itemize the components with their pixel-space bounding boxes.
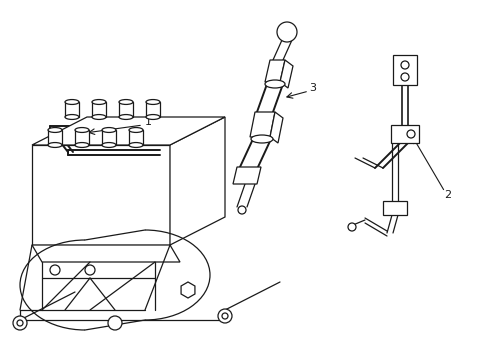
Ellipse shape — [102, 127, 116, 132]
Ellipse shape — [75, 143, 89, 148]
Circle shape — [276, 22, 296, 42]
Ellipse shape — [119, 114, 133, 120]
Polygon shape — [392, 55, 416, 85]
Ellipse shape — [119, 100, 133, 104]
Ellipse shape — [92, 114, 106, 120]
Polygon shape — [119, 102, 133, 117]
Circle shape — [85, 265, 95, 275]
Ellipse shape — [92, 100, 106, 104]
Ellipse shape — [129, 143, 142, 148]
Circle shape — [406, 130, 414, 138]
Circle shape — [347, 223, 355, 231]
Polygon shape — [249, 112, 274, 137]
Polygon shape — [129, 130, 142, 145]
Ellipse shape — [146, 100, 160, 104]
Polygon shape — [390, 125, 418, 143]
Polygon shape — [92, 102, 106, 117]
Circle shape — [17, 320, 23, 326]
Ellipse shape — [129, 127, 142, 132]
Text: 1: 1 — [144, 117, 151, 127]
Polygon shape — [75, 130, 89, 145]
Ellipse shape — [48, 143, 62, 148]
Polygon shape — [32, 245, 180, 262]
Circle shape — [108, 316, 122, 330]
Polygon shape — [269, 112, 283, 143]
Polygon shape — [146, 102, 160, 117]
Ellipse shape — [146, 114, 160, 120]
Polygon shape — [181, 282, 195, 298]
Polygon shape — [48, 130, 62, 145]
Text: 3: 3 — [309, 83, 316, 93]
Polygon shape — [232, 167, 261, 184]
Polygon shape — [102, 130, 116, 145]
Polygon shape — [32, 145, 170, 245]
Ellipse shape — [65, 114, 79, 120]
Polygon shape — [32, 117, 224, 145]
Circle shape — [218, 309, 231, 323]
Ellipse shape — [264, 80, 285, 88]
Circle shape — [222, 313, 227, 319]
Text: 2: 2 — [444, 190, 450, 200]
Circle shape — [238, 206, 245, 214]
Ellipse shape — [48, 127, 62, 132]
Circle shape — [400, 73, 408, 81]
Polygon shape — [382, 201, 406, 215]
Polygon shape — [264, 60, 285, 82]
Circle shape — [50, 265, 60, 275]
Polygon shape — [280, 60, 292, 88]
Circle shape — [13, 316, 27, 330]
Polygon shape — [65, 102, 79, 117]
Circle shape — [400, 61, 408, 69]
Ellipse shape — [65, 100, 79, 104]
Ellipse shape — [102, 143, 116, 148]
Ellipse shape — [250, 135, 272, 143]
Ellipse shape — [75, 127, 89, 132]
Polygon shape — [170, 117, 224, 245]
